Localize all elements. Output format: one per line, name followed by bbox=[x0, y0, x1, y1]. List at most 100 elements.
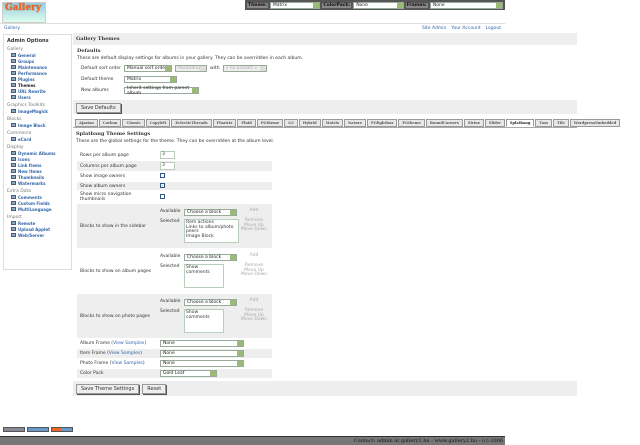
frames-select[interactable]: None bbox=[429, 1, 503, 9]
sidebar-item-users[interactable]: Users bbox=[7, 94, 68, 100]
new-albums-select[interactable]: Inherit settings from parent album bbox=[124, 86, 199, 96]
sidebar-blocks-selected-list[interactable]: Item actions Links to album/photo peers Im… bbox=[184, 219, 239, 243]
album-owners-checkbox[interactable]: ✓ bbox=[160, 183, 165, 188]
logout-link[interactable]: Logout bbox=[485, 26, 501, 31]
move-down-button[interactable]: Move Down bbox=[240, 227, 268, 232]
tab-g3[interactable]: G3 bbox=[284, 119, 298, 127]
remove-button[interactable]: Remove bbox=[244, 263, 264, 268]
sort-direction-select[interactable]: Ascending bbox=[175, 65, 207, 72]
photo-blocks-selected-list[interactable]: Show comments bbox=[184, 309, 224, 333]
sidebar-item-plugins[interactable]: Plugins bbox=[7, 76, 68, 82]
album-frame-select[interactable]: None bbox=[160, 340, 244, 347]
breadcrumb-gallery[interactable]: Gallery bbox=[4, 26, 21, 31]
tab-classic[interactable]: Classic bbox=[122, 119, 145, 127]
sidebar-item-remote[interactable]: Remote bbox=[7, 220, 68, 226]
tab-copyleft[interactable]: Copyleft bbox=[145, 119, 171, 127]
list-item[interactable]: Image Block bbox=[186, 233, 214, 239]
gallery-logo[interactable]: Gallery bbox=[2, 2, 46, 23]
reset-button[interactable]: Reset bbox=[142, 383, 167, 394]
sidebar-item-icons[interactable]: Icons bbox=[7, 156, 68, 162]
sidebar-item-thumbnails[interactable]: Thumbnails bbox=[7, 174, 68, 180]
tab-pgtheme[interactable]: PGtheme bbox=[256, 119, 284, 127]
sidebar-item-multilanguage[interactable]: MultiLanguage bbox=[7, 206, 68, 212]
sidebar-item-maintenance[interactable]: Maintenance bbox=[7, 64, 68, 70]
photo-blocks-available-select[interactable]: Choose a block bbox=[184, 299, 237, 306]
theme-select[interactable]: Matrix bbox=[269, 1, 321, 9]
tab-pgtheme[interactable]: PGtheme bbox=[398, 119, 425, 127]
album-blocks-selected-list[interactable]: Show comments bbox=[184, 264, 224, 288]
sidebar-item-imagemagick[interactable]: ImageMagick bbox=[7, 108, 68, 114]
sidebar-item-ecard[interactable]: eCard bbox=[7, 136, 68, 142]
add-button[interactable]: Add bbox=[249, 208, 259, 213]
tab-floatrix[interactable]: Floatrix bbox=[212, 119, 237, 127]
tab-tile[interactable]: Tile bbox=[553, 119, 569, 127]
default-theme-select[interactable]: Matrix bbox=[124, 76, 177, 83]
rows-input[interactable]: 3 bbox=[160, 151, 175, 159]
tab-hybrid[interactable]: Hybrid bbox=[298, 119, 321, 127]
save-defaults-button[interactable]: Save Defaults bbox=[76, 103, 121, 113]
photo-frame-samples-link[interactable]: View Samples bbox=[111, 361, 143, 366]
tab-roundcorners[interactable]: RoundCorners bbox=[425, 119, 463, 127]
list-item[interactable]: Item actions bbox=[186, 220, 214, 225]
sidebar-item-custom-fields[interactable]: Custom Fields bbox=[7, 200, 68, 206]
tab-nature[interactable]: Nature bbox=[343, 119, 367, 127]
sidebar-item-link-items[interactable]: Link Items bbox=[7, 162, 68, 168]
tab-pglightbox[interactable]: PGlightbox bbox=[367, 119, 398, 127]
sidebar-item-label: Thumbnails bbox=[18, 174, 45, 180]
tab-slider[interactable]: Slider bbox=[484, 119, 505, 127]
photo-frame-select[interactable]: None bbox=[160, 360, 244, 367]
sidebar-item-watermarks[interactable]: Watermarks bbox=[7, 180, 68, 186]
colorpack-select[interactable]: None bbox=[353, 1, 404, 9]
move-up-button[interactable]: Move Up bbox=[244, 222, 264, 228]
tab-wordpressembedded[interactable]: WordpressEmbedded bbox=[569, 119, 621, 127]
album-frame-samples-link[interactable]: View Samples bbox=[113, 341, 145, 346]
tab-splatbang[interactable]: Splatbang bbox=[505, 119, 535, 127]
move-down-button[interactable]: Move Down bbox=[240, 317, 268, 322]
sidebar-item-comments[interactable]: Comments bbox=[7, 194, 68, 200]
item-frame-select[interactable]: None bbox=[160, 350, 244, 357]
tab-matrix[interactable]: Matrix bbox=[321, 119, 343, 127]
sort-order-select[interactable]: Manual sort order bbox=[124, 65, 172, 72]
your-account-link[interactable]: Your Account bbox=[451, 26, 481, 31]
remove-button[interactable]: Remove bbox=[244, 308, 264, 313]
album-blocks-available-select[interactable]: Choose a block bbox=[184, 254, 237, 261]
tab-siriux[interactable]: Siriux bbox=[463, 119, 484, 127]
gallery-version-badge[interactable] bbox=[51, 427, 73, 432]
remove-button[interactable]: Remove bbox=[244, 218, 264, 223]
sidebar-item-new-items[interactable]: New Items bbox=[7, 168, 68, 174]
sidebar-item-themes[interactable]: Themes bbox=[7, 82, 68, 88]
move-down-button[interactable]: Move Down bbox=[240, 272, 268, 277]
add-button[interactable]: Add bbox=[249, 298, 259, 303]
powered-badge[interactable] bbox=[27, 427, 49, 432]
gallery-badge[interactable] bbox=[3, 427, 25, 432]
move-up-button[interactable]: Move Up bbox=[244, 267, 264, 273]
sidebar-blocks-available-select[interactable]: Choose a block bbox=[184, 209, 237, 216]
tab-ajaxian[interactable]: Ajaxian bbox=[75, 119, 98, 127]
tab-tass[interactable]: Tass bbox=[535, 119, 553, 127]
sidebar-item-upload-applet[interactable]: Upload Applet bbox=[7, 226, 68, 232]
list-item[interactable]: Show comments bbox=[186, 265, 210, 275]
tab-eclecticthreads[interactable]: EclecticThreads bbox=[171, 119, 212, 127]
sidebar-item-web-server[interactable]: Web/Server bbox=[7, 232, 68, 238]
tab-fluid[interactable]: Fluid bbox=[237, 119, 256, 127]
micro-nav-checkbox[interactable] bbox=[160, 193, 165, 199]
image-owners-checkbox[interactable] bbox=[160, 173, 165, 178]
sidebar-item-performance[interactable]: Performance bbox=[7, 70, 68, 76]
add-button[interactable]: Add bbox=[249, 253, 259, 258]
sidebar-item-image-block[interactable]: Image Block bbox=[7, 122, 68, 128]
site-admin-link[interactable]: Site Admin bbox=[421, 26, 447, 31]
color-pack-select[interactable]: Gold Leaf bbox=[160, 370, 217, 377]
sidebar-item-general[interactable]: General bbox=[7, 52, 68, 58]
sidebar-item-dynamic-albums[interactable]: Dynamic Albums bbox=[7, 150, 68, 156]
tab-carbon[interactable]: Carbon bbox=[98, 119, 122, 127]
list-item[interactable]: Links to album/photo peers bbox=[186, 224, 234, 234]
sidebar-item-url-rewrite[interactable]: URL Rewrite bbox=[7, 88, 68, 94]
columns-input[interactable]: 3 bbox=[160, 162, 175, 170]
move-up-button[interactable]: Move Up bbox=[244, 312, 264, 318]
item-frame-samples-link[interactable]: View Samples bbox=[108, 351, 141, 356]
save-theme-settings-button[interactable]: Save Theme Settings bbox=[76, 383, 140, 394]
groups-icon bbox=[11, 58, 16, 64]
sidebar-item-groups[interactable]: Groups bbox=[7, 58, 68, 64]
list-item[interactable]: Show comments bbox=[186, 310, 210, 320]
presort-select[interactable]: « no presort » bbox=[222, 65, 267, 72]
